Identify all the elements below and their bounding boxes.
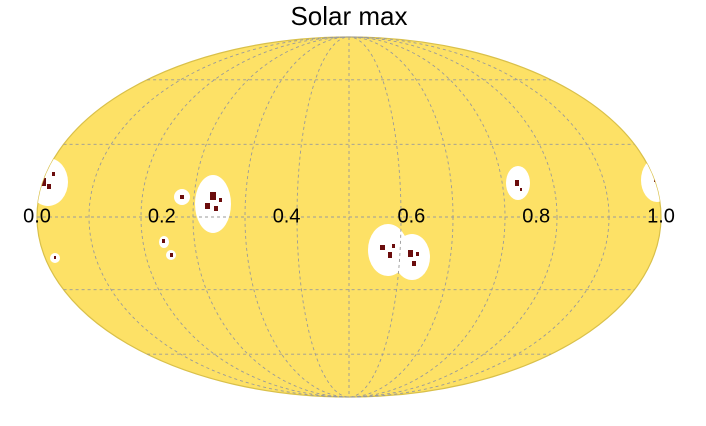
x-tick-label: 0.4 xyxy=(273,205,301,227)
x-tick-label: 0.8 xyxy=(522,205,550,227)
meridian xyxy=(140,36,558,398)
x-tick-label: 0.6 xyxy=(397,205,425,227)
chart-title: Solar max xyxy=(290,1,407,31)
x-tick-label: 1.0 xyxy=(647,205,675,227)
spot-cores xyxy=(40,172,658,266)
graticule xyxy=(37,36,661,398)
x-tick-label: 0.0 xyxy=(23,205,51,227)
x-tick-label: 0.2 xyxy=(148,205,176,227)
